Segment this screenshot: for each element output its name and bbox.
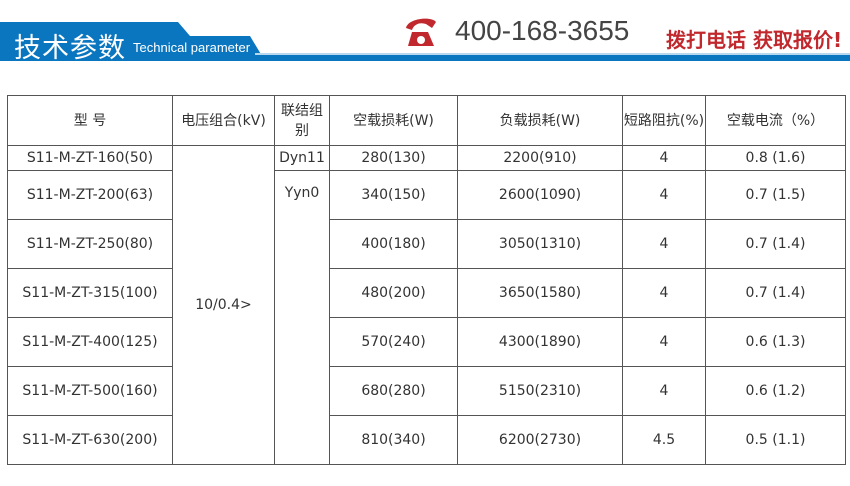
table-cell: 480(200) — [329, 268, 458, 318]
table-cell: 340(150) — [329, 170, 458, 220]
table-cell: S11-M-ZT-400(125) — [7, 317, 173, 367]
table-cell: 3050(1310) — [457, 219, 623, 269]
header-cell: 空载损耗(W) — [329, 95, 458, 146]
table-cell: 4 — [622, 366, 706, 416]
table-cell: S11-M-ZT-630(200) — [7, 415, 173, 465]
header-cell: 电压组合(kV) — [172, 95, 275, 146]
header-cell: 短路阻抗(%) — [622, 95, 706, 146]
call-to-action: 拨打电话 获取报价! — [666, 28, 843, 52]
connection-cell: Yyn0 — [274, 170, 330, 465]
connection-cell: Dyn11 — [274, 145, 330, 171]
table-cell: 2200(910) — [457, 145, 623, 171]
telephone-icon — [406, 18, 436, 46]
header-cell: 负载损耗(W) — [457, 95, 623, 146]
table-row: S11-M-ZT-250(80) 400(180) 3050(1310) 4 0.7 (… — [7, 219, 846, 269]
table-row: S11-M-ZT-400(125) 570(240) 4300(1890) 4 0.6 … — [7, 317, 846, 367]
table-cell: 280(130) — [329, 145, 458, 171]
section-title: 技术参数 — [14, 33, 126, 64]
header-row: 型 号 电压组合(kV) 联结组别 空载损耗(W) 负载损耗(W) 短路阻抗(%… — [7, 95, 846, 146]
table-cell: 0.6 (1.2) — [705, 366, 846, 416]
spec-table: 型 号 电压组合(kV) 联结组别 空载损耗(W) 负载损耗(W) 短路阻抗(%… — [7, 95, 846, 465]
voltage-cell: 10/0.4> — [172, 145, 275, 465]
table-cell: 0.7 (1.4) — [705, 268, 846, 318]
table-cell: 0.7 (1.5) — [705, 170, 846, 220]
table-row: S11-M-ZT-160(50) 10/0.4> Dyn11 280(130) 2200… — [7, 145, 846, 465]
table-cell: 2600(1090) — [457, 170, 623, 220]
table-cell: 4.5 — [622, 415, 706, 465]
table-row: S11-M-ZT-200(63) Yyn0 340(150) 2600(1090) 4 0… — [7, 170, 846, 465]
table-cell: 0.5 (1.1) — [705, 415, 846, 465]
table-cell: 0.6 (1.3) — [705, 317, 846, 367]
banner-shape — [0, 22, 850, 61]
table-cell: 4 — [622, 268, 706, 318]
table-cell: S11-M-ZT-250(80) — [7, 219, 173, 269]
section-subtitle: Technical parameter — [133, 40, 251, 55]
table-cell: S11-M-ZT-315(100) — [7, 268, 173, 318]
table-cell: 6200(2730) — [457, 415, 623, 465]
table-cell: 4 — [622, 170, 706, 220]
header-cell: 型 号 — [7, 95, 173, 146]
table-row: S11-M-ZT-630(200) 810(340) 6200(2730) 4.5 0.… — [7, 415, 846, 465]
table-cell: S11-M-ZT-160(50) — [7, 145, 173, 171]
table-cell: 0.7 (1.4) — [705, 219, 846, 269]
table-cell: S11-M-ZT-500(160) — [7, 366, 173, 416]
phone-number: 400-168-3655 — [455, 15, 630, 46]
header-cell: 联结组别 — [274, 95, 330, 146]
table-row: S11-M-ZT-315(100) 480(200) 3650(1580) 4 0.7 … — [7, 268, 846, 318]
table-cell: 4 — [622, 317, 706, 367]
header-cell: 空载电流（%） — [705, 95, 846, 146]
table-cell: 810(340) — [329, 415, 458, 465]
table-cell: 4 — [622, 219, 706, 269]
table-cell: 3650(1580) — [457, 268, 623, 318]
header-banner: 技术参数 Technical parameter 400-168-3655 拨打… — [0, 0, 850, 70]
table-cell: 400(180) — [329, 219, 458, 269]
table-cell: 5150(2310) — [457, 366, 623, 416]
table-row: S11-M-ZT-500(160) 680(280) 5150(2310) 4 0.6 … — [7, 366, 846, 416]
table-cell: S11-M-ZT-200(63) — [7, 170, 173, 220]
table-cell: 680(280) — [329, 366, 458, 416]
table-cell: 4 — [622, 145, 706, 171]
table-cell: 0.8 (1.6) — [705, 145, 846, 171]
table-cell: 4300(1890) — [457, 317, 623, 367]
table-cell: 570(240) — [329, 317, 458, 367]
